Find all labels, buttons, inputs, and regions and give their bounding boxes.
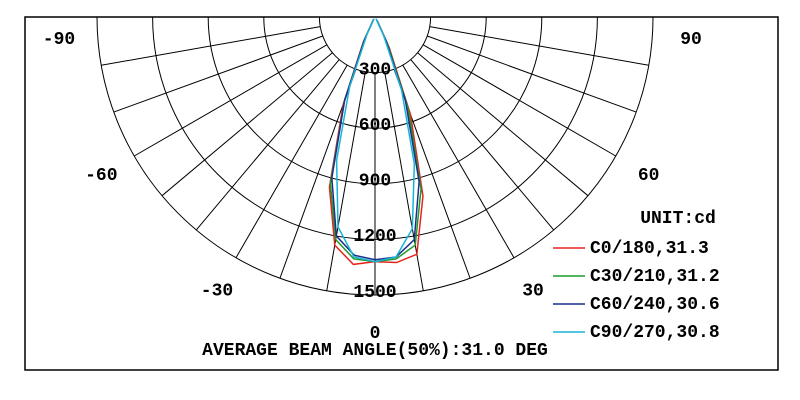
grid-circle (318, 16, 432, 74)
r-tick-label: 1200 (353, 227, 396, 247)
r-tick-label: 300 (359, 60, 391, 80)
grid-circle (263, 16, 487, 129)
r-tick-label: 1500 (353, 283, 396, 303)
legend-title: UNIT:cd (640, 209, 716, 229)
series-line (335, 18, 416, 263)
legend-label: C0/180,31.3 (590, 239, 709, 259)
legend-label: C60/240,30.6 (590, 295, 720, 315)
legend-label: C90/270,30.8 (590, 323, 720, 343)
r-tick-label: 900 (359, 172, 391, 192)
grid (96, 16, 654, 296)
curves (328, 18, 424, 266)
angle-tick-label: 60 (638, 166, 660, 186)
angle-tick-label: 90 (680, 30, 702, 50)
r-tick-label: 600 (359, 116, 391, 136)
angle-tick-label: 30 (522, 281, 544, 301)
grid-circle (207, 16, 543, 185)
angle-tick-label: -60 (85, 166, 117, 186)
grid-circle (96, 16, 654, 296)
labels: 300 600 900 1200 1500 -90 -60 -30 0 30 60 90 C0/180,… (43, 30, 720, 344)
annotation: AVERAGE BEAM ANGLE(50%):31.0 DEG (202, 341, 548, 361)
angle-tick-label: -30 (201, 281, 233, 301)
grid-circle (152, 16, 598, 240)
angle-tick-label: -90 (43, 30, 75, 50)
series-line (331, 19, 420, 261)
frame (24, 16, 779, 371)
legend-label: C30/210,31.2 (590, 267, 720, 287)
angle-tick-label: 0 (370, 324, 381, 344)
series-line (329, 19, 422, 263)
